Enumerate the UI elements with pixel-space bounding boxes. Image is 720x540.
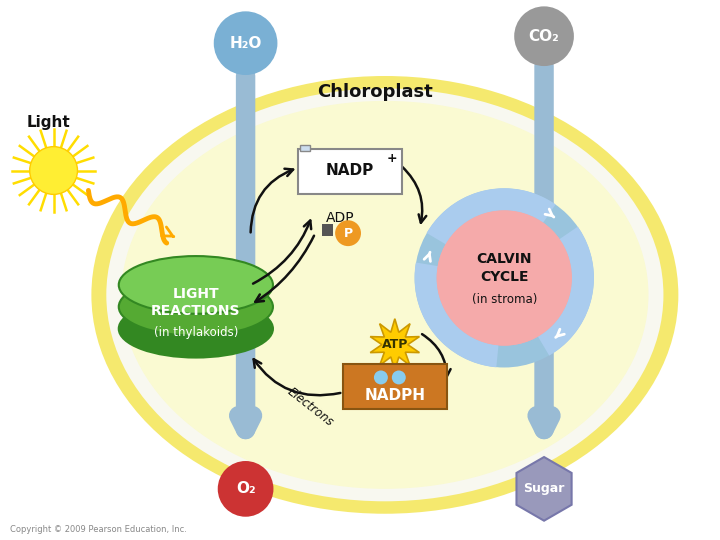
Circle shape: [392, 370, 406, 384]
Text: NADPH: NADPH: [364, 388, 426, 403]
Text: NADP: NADP: [326, 163, 374, 178]
Text: O₂: O₂: [235, 481, 256, 496]
Text: ATP: ATP: [382, 338, 408, 351]
Ellipse shape: [121, 101, 649, 489]
Ellipse shape: [119, 278, 273, 336]
Text: Copyright © 2009 Pearson Education, Inc.: Copyright © 2009 Pearson Education, Inc.: [10, 525, 186, 534]
Text: (in thylakoids): (in thylakoids): [153, 326, 238, 339]
Text: CALVIN
CYCLE: CALVIN CYCLE: [477, 252, 532, 284]
Ellipse shape: [91, 76, 678, 514]
Circle shape: [436, 210, 572, 346]
Bar: [322, 224, 333, 236]
Text: LIGHT
REACTIONS: LIGHT REACTIONS: [151, 287, 240, 319]
Ellipse shape: [119, 300, 273, 357]
Text: Sugar: Sugar: [523, 482, 564, 495]
Circle shape: [335, 220, 361, 246]
Polygon shape: [370, 319, 420, 370]
Text: P: P: [343, 227, 353, 240]
Circle shape: [415, 188, 594, 368]
Text: Light: Light: [27, 115, 71, 130]
FancyBboxPatch shape: [343, 363, 446, 409]
FancyBboxPatch shape: [298, 148, 402, 194]
Circle shape: [214, 11, 277, 75]
Text: ADP: ADP: [325, 211, 354, 225]
Text: H₂O: H₂O: [230, 36, 262, 51]
Polygon shape: [300, 145, 310, 151]
Text: Electrons: Electrons: [284, 386, 336, 429]
Ellipse shape: [119, 256, 273, 314]
Ellipse shape: [107, 89, 663, 501]
Text: +: +: [387, 152, 397, 165]
Text: (in stroma): (in stroma): [472, 293, 537, 306]
Text: CO₂: CO₂: [528, 29, 559, 44]
Circle shape: [514, 6, 574, 66]
Polygon shape: [516, 457, 572, 521]
Text: Chloroplast: Chloroplast: [317, 83, 433, 101]
Circle shape: [217, 461, 274, 517]
Circle shape: [436, 210, 572, 346]
Circle shape: [374, 370, 388, 384]
Circle shape: [30, 147, 78, 194]
